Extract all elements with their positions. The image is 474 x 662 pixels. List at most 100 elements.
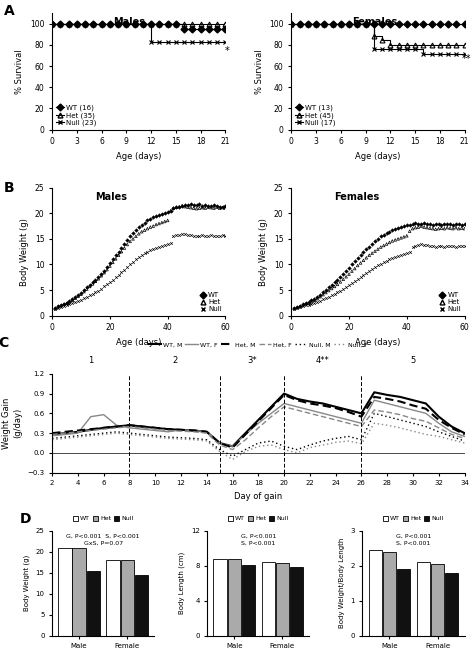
- Point: [190, 203, 198, 213]
- Point: [184, 199, 191, 210]
- Y-axis label: Body Weight (g): Body Weight (g): [259, 218, 268, 285]
- Point: [313, 291, 321, 302]
- Point: [418, 221, 425, 232]
- Point: [173, 202, 180, 213]
- Point: [296, 301, 304, 311]
- Point: [173, 202, 180, 213]
- Point: [328, 279, 336, 290]
- Point: [360, 247, 367, 258]
- Point: [449, 219, 457, 230]
- Point: [115, 269, 122, 280]
- Point: [210, 230, 218, 241]
- Point: [222, 203, 229, 213]
- Point: [94, 272, 102, 283]
- Point: [138, 219, 146, 230]
- Point: [91, 275, 99, 285]
- Point: [363, 252, 370, 263]
- Point: [100, 281, 108, 292]
- Point: [461, 241, 468, 252]
- Bar: [431, 564, 444, 636]
- Bar: [228, 559, 241, 636]
- Point: [144, 215, 151, 226]
- Bar: [445, 573, 458, 636]
- Point: [69, 295, 76, 306]
- Point: [394, 250, 402, 261]
- Y-axis label: Weight Gain
(g/day): Weight Gain (g/day): [2, 398, 22, 449]
- Point: [415, 218, 422, 229]
- Point: [57, 301, 64, 311]
- Point: [204, 202, 212, 213]
- Point: [152, 219, 160, 230]
- Point: [461, 223, 468, 234]
- Point: [397, 232, 405, 243]
- Point: [181, 201, 189, 212]
- Text: G, P<0.001
S, P<0.001: G, P<0.001 S, P<0.001: [241, 534, 276, 545]
- Point: [363, 244, 370, 254]
- Point: [132, 231, 140, 242]
- Legend: WT (16), Het (35), Null (23): WT (16), Het (35), Null (23): [54, 103, 98, 128]
- Point: [190, 230, 198, 241]
- Bar: [135, 575, 148, 636]
- Point: [199, 230, 206, 240]
- Point: [60, 299, 67, 309]
- Point: [409, 218, 416, 229]
- Point: [164, 215, 172, 226]
- Point: [334, 275, 341, 285]
- Point: [72, 293, 79, 304]
- Point: [440, 241, 448, 252]
- Point: [438, 219, 445, 230]
- Point: [406, 219, 413, 230]
- Point: [118, 242, 125, 253]
- Point: [201, 200, 209, 211]
- Point: [411, 240, 419, 251]
- Point: [403, 220, 410, 230]
- Point: [106, 258, 114, 269]
- Point: [293, 303, 301, 314]
- Point: [149, 221, 157, 232]
- Point: [394, 234, 402, 244]
- Point: [170, 231, 177, 242]
- Point: [144, 223, 151, 234]
- Point: [319, 287, 327, 297]
- Point: [51, 304, 59, 314]
- Bar: [290, 567, 303, 636]
- Point: [86, 290, 93, 301]
- Point: [141, 248, 148, 258]
- Point: [337, 271, 344, 282]
- Point: [351, 256, 358, 267]
- Bar: [73, 547, 86, 636]
- Point: [345, 262, 353, 273]
- Point: [60, 301, 67, 311]
- Point: [106, 261, 114, 271]
- Point: [342, 271, 350, 282]
- Point: [94, 273, 102, 284]
- Point: [126, 231, 134, 242]
- Point: [213, 202, 220, 213]
- Point: [204, 201, 212, 211]
- Point: [98, 268, 105, 279]
- Point: [219, 203, 226, 213]
- Point: [57, 302, 64, 312]
- Point: [461, 218, 468, 229]
- Point: [440, 223, 448, 234]
- Point: [365, 250, 373, 261]
- Point: [60, 299, 67, 310]
- Bar: [369, 550, 382, 636]
- Point: [394, 222, 402, 233]
- Point: [299, 299, 307, 310]
- Point: [210, 200, 218, 211]
- Point: [354, 253, 362, 263]
- Point: [406, 246, 413, 257]
- Legend: WT, Het, Null: WT, Het, Null: [383, 515, 444, 522]
- Point: [452, 222, 460, 233]
- Text: 2: 2: [172, 356, 177, 365]
- Point: [426, 240, 434, 251]
- Point: [138, 226, 146, 237]
- Point: [345, 269, 353, 279]
- Point: [112, 254, 119, 264]
- Point: [438, 240, 445, 251]
- Point: [51, 303, 59, 314]
- Point: [120, 243, 128, 254]
- Point: [458, 240, 465, 251]
- Point: [161, 207, 169, 218]
